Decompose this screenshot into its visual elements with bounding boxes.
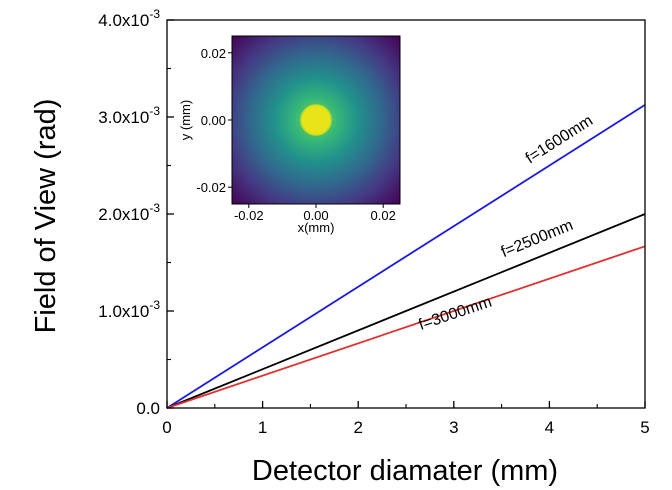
series-annotation: f=2500mm	[499, 217, 576, 261]
y-tick-label-base: 4.0x10	[98, 11, 149, 30]
y-tick-label: 0.0	[136, 399, 160, 418]
axis-layer: 0 1 2 3 4 50.01.0x10-32.0x10-33.0x10-34.0x10-…	[98, 7, 649, 437]
inset-x-tick-label: 0.00	[303, 208, 328, 223]
inset-x-axis-label: x(mm)	[298, 220, 335, 235]
series-line-f-3000mm	[166, 245, 646, 409]
inset-y-axis-label: y (mm)	[178, 100, 193, 140]
y-axis-label: Field of View (rad)	[30, 99, 62, 334]
y-tick-label-exponent: -3	[149, 104, 160, 118]
y-tick-label-exponent: -3	[149, 298, 160, 312]
inset-peak-core	[301, 105, 331, 135]
y-tick-label-exponent: -3	[149, 201, 160, 215]
inset-x-tick-label: 0.02	[371, 208, 396, 223]
y-tick-label: 2.0x10-3	[98, 201, 160, 224]
inset-y-tick-label: 0.02	[201, 46, 226, 61]
y-tick-label: 4.0x10-3	[98, 7, 160, 30]
x-tick-label: 5	[640, 418, 649, 437]
y-tick-label-exponent: -3	[149, 7, 160, 21]
series-annotation: f=3000mm	[417, 294, 494, 334]
y-tick-label: 3.0x10-3	[98, 104, 160, 127]
y-tick-label-base: 1.0x10	[98, 302, 149, 321]
inset-y-tick-label: -0.02	[196, 180, 226, 195]
x-tick-label: 4	[545, 418, 554, 437]
x-tick-label: 0	[162, 418, 171, 437]
inset-peak-edge	[300, 104, 332, 136]
inset-y-tick-label: 0.00	[201, 113, 226, 128]
inset-heatmap: x(mm) y (mm) -0.02 0.00 0.02 0.02 0.00 -0.02	[178, 35, 401, 235]
x-tick-label: 1	[258, 418, 267, 437]
series-layer	[166, 104, 646, 409]
y-tick-label-base: 2.0x10	[98, 205, 149, 224]
series-line-f-2500mm	[166, 213, 646, 409]
inset-x-tick-label: -0.02	[234, 208, 264, 223]
x-tick-label: 2	[353, 418, 362, 437]
x-axis-label: Detector diamater (mm)	[252, 455, 558, 487]
y-tick-label-base: 3.0x10	[98, 108, 149, 127]
series-line-f-1600mm	[166, 104, 646, 409]
x-tick-label: 3	[449, 418, 458, 437]
inset-axis-layer: -0.02 0.00 0.02 0.02 0.00 -0.02	[196, 46, 395, 223]
y-tick-label: 1.0x10-3	[98, 298, 160, 321]
y-tick-label-base: 0.0	[136, 399, 160, 418]
